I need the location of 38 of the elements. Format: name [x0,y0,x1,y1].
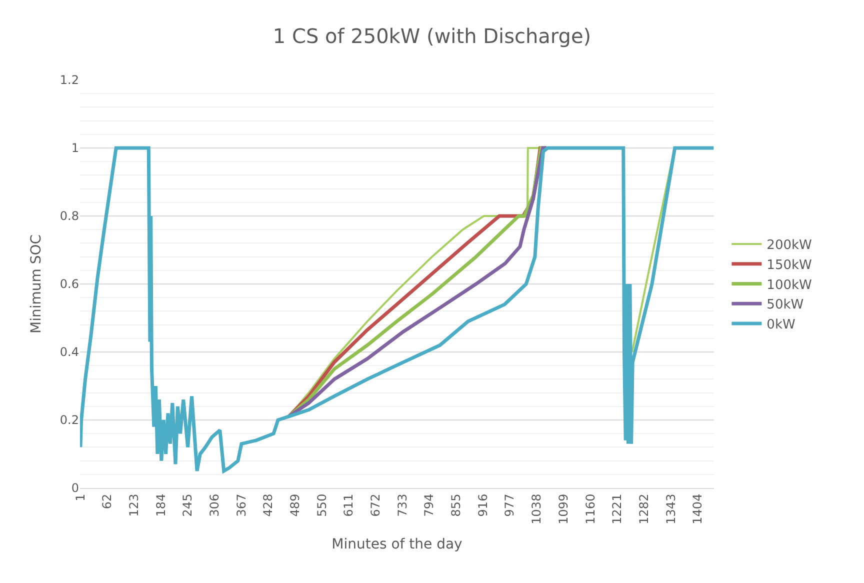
y-tick-label: 0.6 [60,277,79,292]
x-tick-label: 367 [234,494,248,517]
x-tick-label: 1099 [556,494,570,524]
y-tick-label: 0.4 [60,345,79,360]
x-tick-label: 1160 [583,494,598,524]
x-tick-label: 62 [100,494,114,510]
x-tick-label: 245 [180,494,195,517]
x-tick-label: 916 [476,494,490,517]
legend-label: 200kW [766,238,812,254]
x-tick-label: 1038 [530,494,544,524]
x-tick-label: 428 [261,494,276,517]
y-tick-label: 1.2 [60,73,79,88]
y-tick-label: 0.8 [60,209,79,224]
x-tick-label: 1404 [690,494,705,524]
x-tick-label: 977 [502,494,517,517]
x-tick-label: 184 [154,494,168,517]
x-tick-label: 550 [314,494,329,517]
x-tick-label: 1221 [610,494,624,524]
x-tick-label: 123 [127,494,142,517]
y-axis-title: Minimum SOC [28,234,45,334]
y-tick-label: 1 [71,141,79,156]
legend-label: 100kW [766,278,812,293]
legend-label: 50kW [766,298,804,313]
x-tick-label: 672 [368,494,383,517]
x-axis-title: Minutes of the day [332,536,462,553]
x-tick-label: 489 [288,494,302,517]
x-tick-label: 794 [422,494,436,517]
x-tick-label: 306 [208,494,222,517]
y-tick-label: 0.2 [60,413,79,428]
x-tick-label: 611 [342,494,356,517]
legend-label: 0kW [766,318,796,333]
legend-label: 150kW [766,258,812,273]
y-tick-label: 0 [71,481,79,496]
x-tick-label: 855 [449,494,464,517]
x-tick-label: 733 [395,494,410,517]
x-tick-label: 1282 [636,494,651,524]
chart-title: 1 CS of 250kW (with Discharge) [272,24,592,48]
x-tick-label: 1343 [664,494,678,524]
